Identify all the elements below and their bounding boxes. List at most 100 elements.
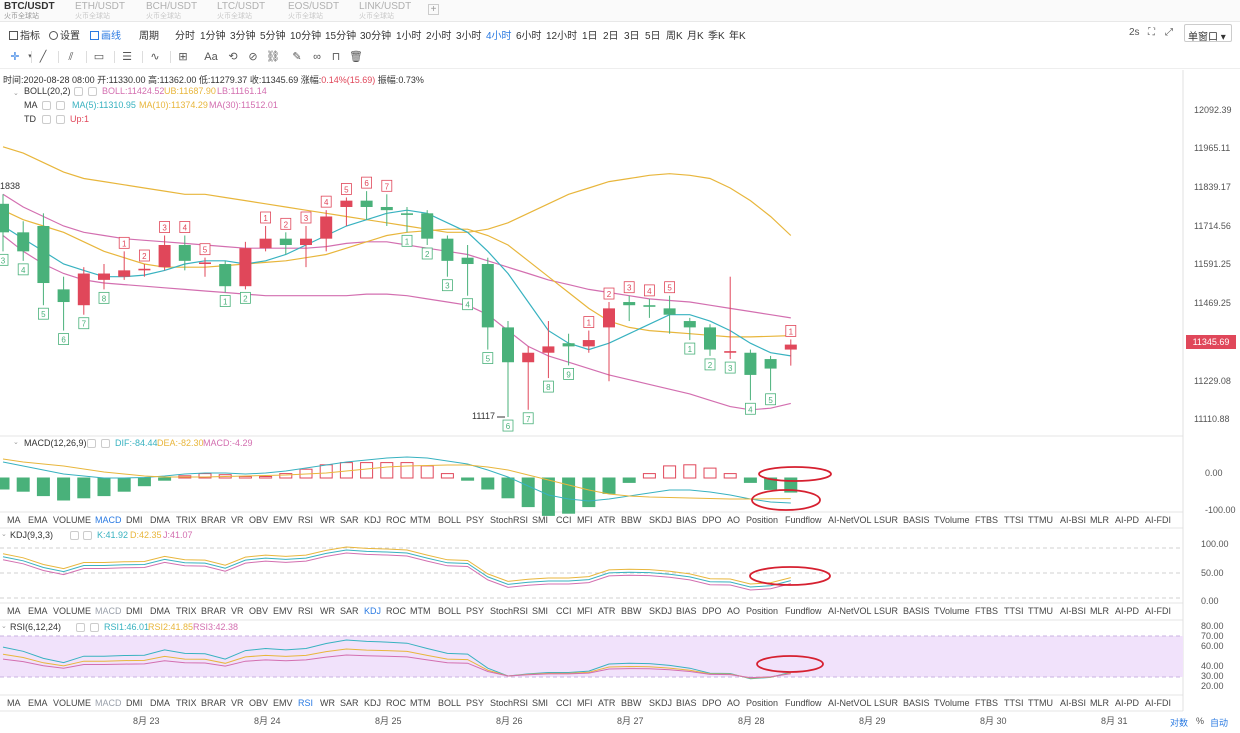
indicator-tab-lsur[interactable]: LSUR: [874, 515, 899, 525]
symbol-tab-eos[interactable]: EOS/USDT 火币全球站: [284, 0, 355, 22]
indicator-tab-emv[interactable]: EMV: [273, 606, 293, 616]
indicator-tab-vr[interactable]: VR: [231, 698, 244, 708]
trendline-icon[interactable]: ╱: [39, 51, 47, 63]
period-option[interactable]: 2小时: [426, 31, 452, 42]
indicator-tab-obv[interactable]: OBV: [249, 515, 269, 525]
indicator-tab-smi[interactable]: SMI: [532, 606, 549, 616]
indicator-tab-mlr[interactable]: MLR: [1090, 606, 1110, 616]
indicator-tab-trix[interactable]: TRIX: [176, 698, 197, 708]
period-option[interactable]: 月K: [687, 31, 704, 42]
indicator-tab-mtm[interactable]: MTM: [410, 606, 431, 616]
indicator-tab-brar[interactable]: BRAR: [201, 698, 227, 708]
indicator-tab-ma[interactable]: MA: [7, 515, 21, 525]
symbol-tab-btc[interactable]: BTC/USDT 火币全球站: [0, 0, 71, 22]
indicator-tab-wr[interactable]: WR: [320, 698, 335, 708]
indicator-tab-ema[interactable]: EMA: [28, 515, 48, 525]
window-mode-select[interactable]: 单窗口 ▾: [1184, 24, 1232, 43]
indicator-tab-sar[interactable]: SAR: [340, 606, 359, 616]
indicator-tab-macd[interactable]: MACD: [95, 515, 122, 525]
indicator-tab-ftbs[interactable]: FTBS: [975, 606, 999, 616]
indicator-tab-skdj[interactable]: SKDJ: [649, 515, 673, 525]
indicator-tab-rsi[interactable]: RSI: [298, 515, 314, 525]
fullscreen-icon[interactable]: ⛶: [1148, 27, 1155, 38]
indicator-tab-mtm[interactable]: MTM: [410, 698, 431, 708]
indicator-tab-volume[interactable]: VOLUME: [53, 698, 92, 708]
lock-icon[interactable]: ⊓: [331, 51, 341, 63]
collapse-icon[interactable]: ⌄: [1, 623, 7, 630]
indicator-tab-brar[interactable]: BRAR: [201, 515, 227, 525]
indicator-tab-sar[interactable]: SAR: [340, 515, 359, 525]
indicator-tab-ttmu[interactable]: TTMU: [1028, 515, 1053, 525]
period-option[interactable]: 季K: [708, 31, 725, 42]
indicator-tab-roc[interactable]: ROC: [386, 698, 406, 708]
add-tab-button[interactable]: +: [428, 4, 439, 15]
indicator-tab-fundflow[interactable]: Fundflow: [785, 515, 822, 525]
indicator-tab-tvolume[interactable]: TVolume: [934, 515, 970, 525]
symbol-tab-eth[interactable]: ETH/USDT 火币全球站: [71, 0, 142, 22]
period-option[interactable]: 3日: [624, 31, 640, 42]
indicator-tab-skdj[interactable]: SKDJ: [649, 698, 673, 708]
parallel-lines-icon[interactable]: ⫽: [68, 51, 74, 63]
indicator-tab-position[interactable]: Position: [746, 698, 779, 708]
indicator-tab-emv[interactable]: EMV: [273, 698, 293, 708]
period-option[interactable]: 12小时: [546, 31, 578, 42]
percent-scale-toggle[interactable]: %: [1196, 716, 1205, 726]
period-option[interactable]: 6小时: [516, 31, 542, 42]
collapse-icon[interactable]: ⌄: [1, 531, 7, 538]
indicator-tab-ai-fdi[interactable]: AI-FDI: [1145, 606, 1171, 616]
indicator-tab-dpo[interactable]: DPO: [702, 698, 722, 708]
period-option[interactable]: 2日: [603, 31, 619, 42]
indicator-tab-fundflow[interactable]: Fundflow: [785, 606, 822, 616]
indicator-tab-ttsi[interactable]: TTSI: [1004, 698, 1024, 708]
close-icon[interactable]: [90, 623, 99, 632]
indicator-tab-tvolume[interactable]: TVolume: [934, 606, 970, 616]
period-option[interactable]: 1分钟: [200, 31, 226, 42]
period-option[interactable]: 1日: [582, 31, 598, 42]
indicator-tab-smi[interactable]: SMI: [532, 698, 549, 708]
indicator-tab-ma[interactable]: MA: [7, 606, 21, 616]
indicator-tab-ftbs[interactable]: FTBS: [975, 515, 999, 525]
measure-icon[interactable]: ⟲: [228, 51, 238, 63]
indicator-tab-boll[interactable]: BOLL: [438, 698, 462, 708]
indicator-tab-ai-netvol[interactable]: AI-NetVOL: [828, 698, 872, 708]
indicator-tab-ao[interactable]: AO: [727, 606, 741, 616]
collapse-icon[interactable]: ⌄: [13, 439, 19, 446]
indicator-tab-cci[interactable]: CCI: [556, 515, 572, 525]
period-option[interactable]: 10分钟: [290, 31, 322, 42]
indicator-tab-dma[interactable]: DMA: [150, 698, 170, 708]
log-scale-toggle[interactable]: 对数: [1170, 718, 1189, 728]
indicator-tab-rsi[interactable]: RSI: [298, 698, 314, 708]
indicator-tab-ao[interactable]: AO: [727, 698, 741, 708]
indicator-tab-fundflow[interactable]: Fundflow: [785, 698, 822, 708]
period-option[interactable]: 年K: [729, 31, 746, 42]
indicator-tab-atr[interactable]: ATR: [598, 515, 616, 525]
expand-icon[interactable]: ⤢: [1165, 27, 1173, 38]
indicator-tab-dma[interactable]: DMA: [150, 606, 170, 616]
indicator-tab-bbw[interactable]: BBW: [621, 606, 642, 616]
grid-tool-icon[interactable]: ⊞: [178, 51, 188, 63]
indicator-tab-mlr[interactable]: MLR: [1090, 515, 1110, 525]
indicator-tab-kdj[interactable]: KDJ: [364, 698, 382, 708]
symbol-tab-link[interactable]: LINK/USDT 火币全球站: [355, 0, 426, 22]
indicator-tab-skdj[interactable]: SKDJ: [649, 606, 673, 616]
period-option[interactable]: 周K: [666, 31, 683, 42]
indicator-tab-lsur[interactable]: LSUR: [874, 606, 899, 616]
indicator-tab-ai-netvol[interactable]: AI-NetVOL: [828, 606, 872, 616]
indicator-tab-smi[interactable]: SMI: [532, 515, 549, 525]
indicator-tab-emv[interactable]: EMV: [273, 515, 293, 525]
indicator-tab-tvolume[interactable]: TVolume: [934, 698, 970, 708]
settings-button[interactable]: 设置: [49, 27, 80, 42]
indicator-tab-dmi[interactable]: DMI: [126, 515, 143, 525]
indicator-tab-kdj[interactable]: KDJ: [364, 606, 382, 616]
indicator-tab-position[interactable]: Position: [746, 606, 779, 616]
draw-button[interactable]: 画线: [90, 27, 121, 42]
indicator-tab-basis[interactable]: BASIS: [903, 606, 930, 616]
close-icon[interactable]: [56, 115, 65, 124]
pencil-icon[interactable]: ✎: [292, 51, 302, 63]
indicator-tab-lsur[interactable]: LSUR: [874, 698, 899, 708]
indicator-tab-trix[interactable]: TRIX: [176, 515, 197, 525]
indicator-tab-bias[interactable]: BIAS: [676, 606, 697, 616]
indicator-tab-mfi[interactable]: MFI: [577, 515, 593, 525]
indicator-tab-roc[interactable]: ROC: [386, 606, 406, 616]
